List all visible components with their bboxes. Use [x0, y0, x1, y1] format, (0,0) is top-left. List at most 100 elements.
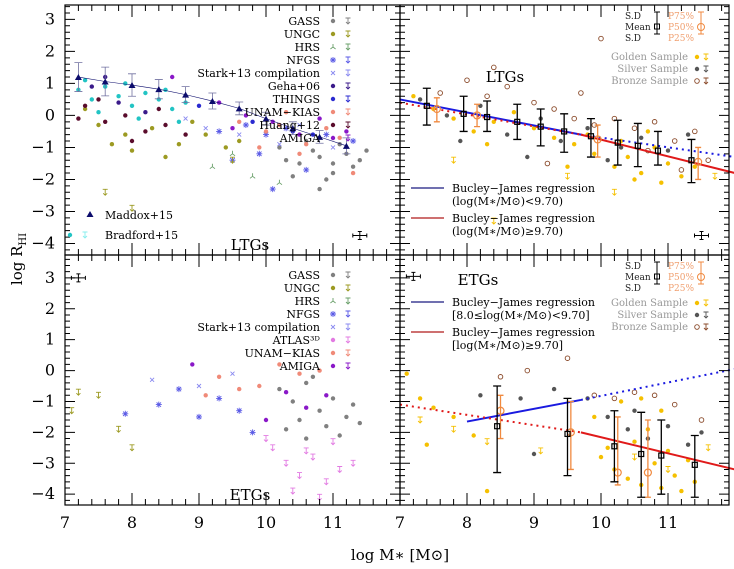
legend-label: Stark+13 compilation [197, 321, 320, 334]
mean-marker [460, 110, 467, 117]
y-axis-label-sub: HI [18, 233, 29, 246]
stats-legend-errorbar [654, 11, 660, 35]
point-silver [665, 424, 671, 429]
point-golden [451, 116, 456, 121]
point-AMIGA [283, 390, 289, 395]
point-GASS [290, 174, 295, 179]
percentile-bar [594, 124, 601, 158]
legend-marker-ATLAS [330, 337, 336, 343]
series-UNAM [203, 362, 322, 398]
point-silver [625, 427, 630, 432]
point-GASS [283, 158, 289, 163]
point-GASS [324, 424, 329, 429]
point-GASS [297, 417, 302, 423]
point-GASS [350, 402, 356, 407]
point-UNGC [129, 204, 135, 212]
x-tick-label: 7 [395, 513, 405, 532]
point-Bradford [176, 119, 182, 125]
point-Huang [183, 132, 188, 137]
point-Bradford [116, 94, 121, 99]
percentile-legend-p75: P75% [668, 262, 695, 272]
point-bronze [531, 99, 537, 106]
point-golden [712, 172, 718, 180]
point-UNAM [350, 170, 356, 176]
point-AMIGA [243, 113, 249, 118]
point-ATLAS [290, 487, 296, 495]
point-UNAM [283, 110, 289, 115]
legend-label: HRS [295, 295, 320, 308]
stats-legend-sd: S.D [625, 262, 641, 272]
series-Geha [89, 74, 148, 115]
point-silver [665, 148, 671, 153]
percentile-bar [644, 419, 651, 498]
series-UNGC [82, 106, 242, 160]
point-ATLAS [350, 459, 356, 467]
y-tick-label: −3 [31, 453, 55, 472]
point-GASS [330, 170, 336, 176]
sample-legend-marker-golden [694, 300, 700, 306]
regression-line-dotted [399, 101, 582, 136]
legend-marker-HRS [330, 298, 336, 304]
point-ATLAS [303, 447, 309, 455]
point-NFGS [269, 186, 276, 193]
percentile-bar [614, 416, 621, 486]
point-bronze [578, 90, 584, 96]
x-axis-label: log M∗ [M⊙] [351, 546, 449, 564]
point-UNGC [149, 126, 155, 131]
percentile-legend-p25: P25% [668, 34, 695, 44]
point-silver [605, 158, 610, 163]
series-UNGC [69, 388, 135, 452]
mean-marker [561, 128, 568, 135]
point-UNAM [216, 374, 222, 379]
stats-legend-errorbar [654, 261, 660, 285]
legend-marker-Huang [330, 122, 336, 128]
regression-line-solid [399, 98, 582, 136]
legend-limit-NFGS [345, 56, 351, 64]
legend-label: UNAM−KIAS [245, 106, 320, 119]
point-golden [645, 129, 651, 134]
point-silver [605, 414, 610, 420]
point-AMIGA [304, 405, 309, 410]
point-ATLAS [263, 435, 269, 443]
point-golden [565, 172, 570, 180]
stats-legend-mean: Mean [625, 23, 651, 33]
point-NFGS [196, 413, 202, 420]
legend-label: UNGC [284, 28, 320, 41]
point-Bradford [123, 81, 128, 86]
point-bronze [504, 83, 510, 90]
point-GASS [357, 420, 362, 426]
mean-marker [484, 113, 491, 121]
sd-errorbar [459, 95, 468, 133]
regression-line-dotted [580, 368, 734, 401]
point-bronze [671, 401, 678, 408]
regression-line-solid [466, 398, 582, 423]
point-UNGC [116, 425, 122, 433]
point-Geha [116, 100, 121, 105]
legend-marker-UNGC [330, 285, 336, 291]
series-golden [411, 94, 697, 185]
percentile-legend-median [697, 23, 705, 31]
legend-limit-Stark [345, 69, 351, 77]
point-golden [538, 447, 544, 455]
series-AMIGA [170, 74, 349, 137]
point-UNGC [163, 154, 168, 160]
legend-label: Geha+06 [268, 80, 320, 93]
point-NFGS [122, 410, 129, 417]
stats-legend-sd: S.D [625, 12, 641, 22]
sd-errorbar [637, 411, 646, 498]
point-Huang [103, 119, 108, 125]
point-golden [491, 119, 496, 125]
sd-errorbar [483, 100, 492, 133]
point-bronze [692, 128, 698, 135]
legend-marker-UNAM [330, 350, 336, 356]
legend-label: Stark+13 compilation [197, 67, 320, 80]
point-Huang [96, 97, 101, 102]
legend-label: NFGS [286, 308, 320, 321]
point-Bradford [163, 87, 168, 93]
panel-frame-bottom-right [399, 254, 730, 506]
percentile-legend-median [697, 273, 705, 281]
point-golden [531, 126, 537, 131]
maddox-line [78, 76, 347, 147]
sample-legend-limit-bronze [703, 77, 709, 85]
